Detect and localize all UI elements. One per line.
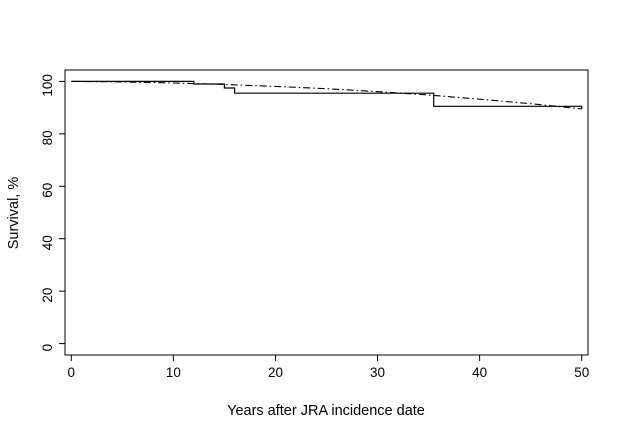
y-tick-label: 80 [40,130,55,145]
expected-survival-smooth [71,80,582,110]
y-tick-label: 60 [40,183,55,198]
y-tick-label: 40 [40,235,55,250]
y-axis-label: Survival, % [6,177,22,250]
x-tick-label: 50 [574,365,589,380]
y-tick-label: 100 [40,74,55,97]
x-axis-label: Years after JRA incidence date [227,403,425,419]
y-tick-label: 20 [40,288,55,303]
plot-area: 0 10 20 30 40 50 0 20 40 60 80 100 [40,69,589,380]
x-tick-label: 20 [268,365,283,380]
x-tick-label: 30 [370,365,385,380]
y-tick-label: 0 [40,344,55,352]
observed-survival-step [71,80,583,109]
x-tick-label: 40 [472,365,487,380]
x-tick-label: 0 [68,365,76,380]
plot-frame [64,69,589,356]
x-tick-label: 10 [166,365,181,380]
